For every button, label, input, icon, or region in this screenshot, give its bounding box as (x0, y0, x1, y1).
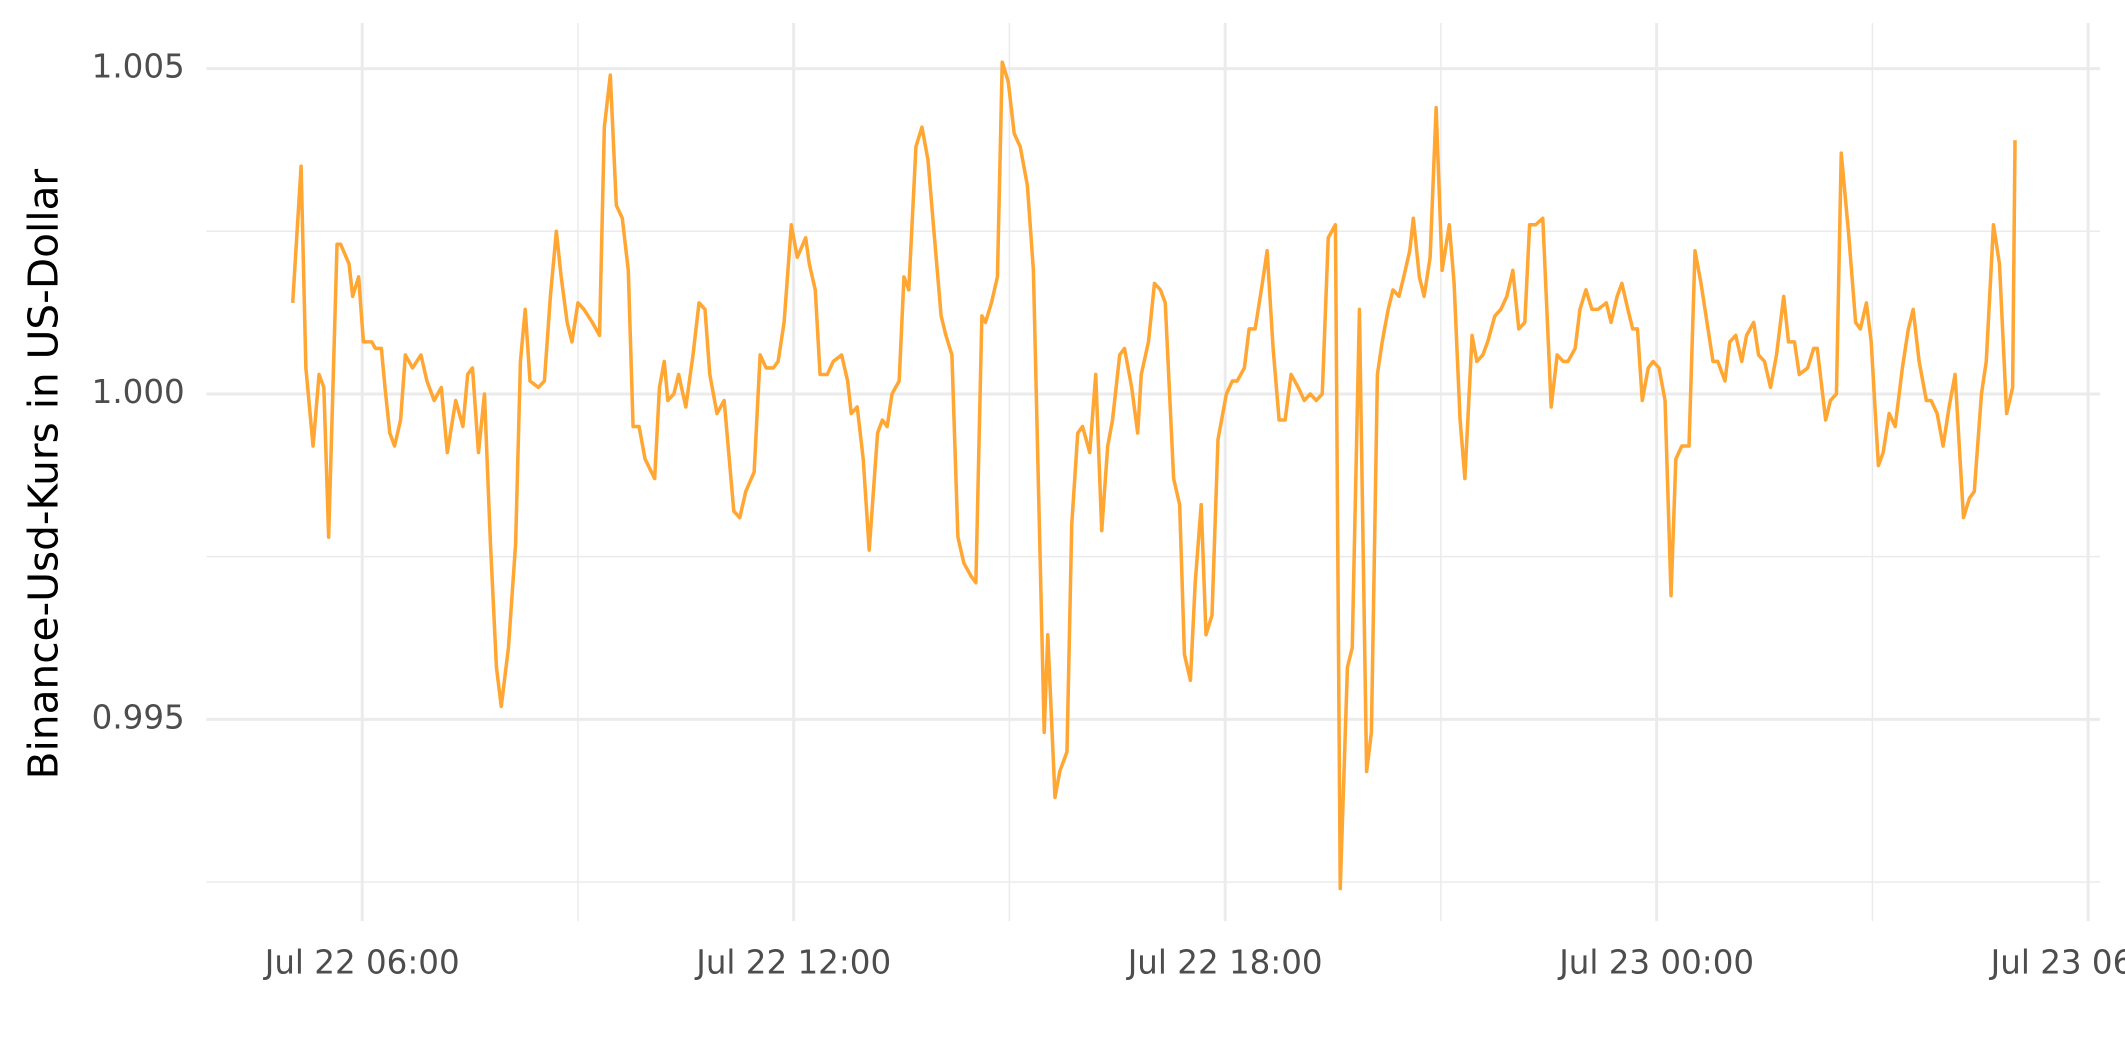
y-tick-label: 1.005 (92, 48, 185, 86)
y-tick-label: 1.000 (92, 373, 185, 411)
x-tick-label: Jul 22 12:00 (694, 943, 891, 981)
x-tick-label: Jul 22 18:00 (1126, 943, 1323, 981)
price-line (290, 60, 2017, 891)
axes: 0.995 1.000 1.005 Jul 22 06:00 Jul 22 12:00 J… (92, 48, 2125, 982)
y-axis-title: Binance-Usd-Kurs in US-Dollar (19, 169, 67, 780)
x-tick-label: Jul 23 06:00 (1989, 943, 2125, 981)
grid (206, 23, 2101, 922)
x-tick-label: Jul 23 00:00 (1557, 943, 1754, 981)
x-tick-label: Jul 22 06:00 (263, 943, 460, 981)
plot (290, 60, 2017, 891)
y-tick-label: 0.995 (92, 698, 185, 736)
